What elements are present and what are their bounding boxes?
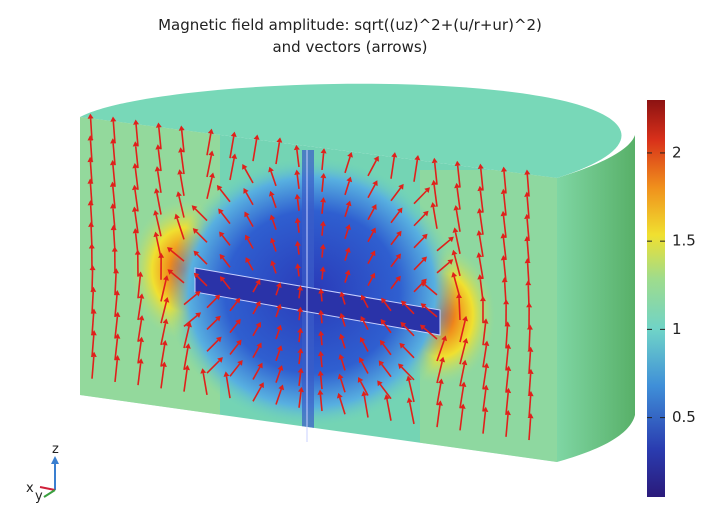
title-line: and vectors (arrows) [272, 38, 427, 56]
axis-label: y [35, 489, 43, 504]
colorbar-tick-label: 1.5 [672, 232, 696, 250]
arrow-shaft [299, 290, 300, 298]
arrow-shaft [322, 249, 323, 258]
arrow-shaft [322, 202, 323, 214]
arrow-shaft [298, 246, 299, 255]
side-face [557, 135, 635, 462]
arrow-shaft [321, 315, 322, 324]
geometry [80, 84, 635, 470]
axis-triad: z x y [26, 442, 59, 504]
colorbar-tick-label: 1 [672, 320, 682, 338]
arrow-shaft [459, 298, 460, 320]
axis-label: z [52, 442, 59, 457]
title: Magnetic field amplitude: sqrt((uz)^2+(u… [158, 16, 542, 56]
arrow-shaft [115, 273, 116, 295]
arrow-shaft [299, 312, 300, 320]
arrow-shaft [321, 356, 322, 367]
arrow-shaft [322, 226, 323, 236]
arrow-shaft [321, 336, 322, 346]
arrow-shaft [298, 268, 299, 276]
colorbar-tick-label: 2 [672, 143, 682, 161]
colorbar [647, 100, 665, 497]
chart: Magnetic field amplitude: sqrt((uz)^2+(u… [0, 0, 702, 507]
arrow-shaft [321, 293, 322, 301]
arrow-shaft [322, 271, 323, 279]
title-line: Magnetic field amplitude: sqrt((uz)^2+(u… [158, 16, 542, 34]
colorbar-tick-label: 0.5 [672, 408, 696, 426]
axis-label: x [26, 481, 34, 496]
